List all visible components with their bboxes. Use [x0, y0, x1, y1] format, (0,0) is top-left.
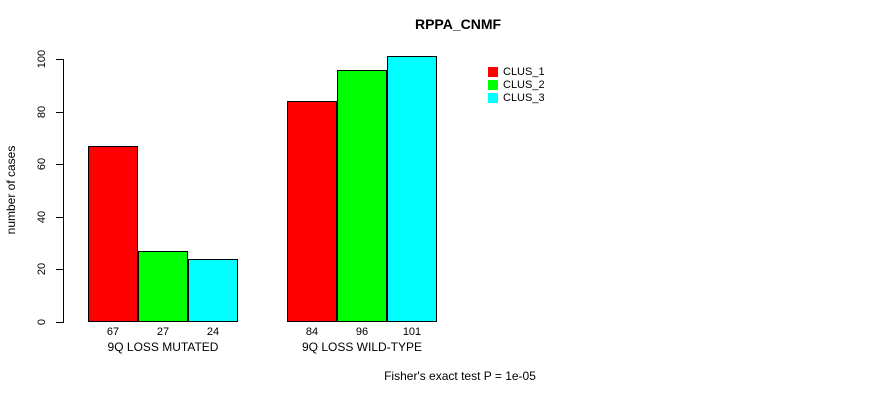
y-axis-line	[63, 59, 64, 323]
bar-value-label: 67	[106, 326, 120, 338]
x-category-label: 9Q LOSS MUTATED	[107, 340, 219, 354]
legend-swatch-clus_3	[488, 93, 498, 103]
y-tick-label: 0	[36, 318, 48, 326]
y-tick-mark	[56, 322, 63, 323]
bar-value-label: 84	[305, 326, 319, 338]
stat-annotation: Fisher's exact test P = 1e-05	[384, 369, 536, 383]
bar-value-label: 96	[355, 326, 369, 338]
y-tick-label: 40	[36, 210, 48, 223]
y-tick-mark	[56, 216, 63, 218]
chart-title: RPPA_CNMF	[414, 16, 502, 32]
y-tick-label: 20	[36, 263, 48, 276]
y-tick-label: 80	[36, 105, 48, 118]
y-tick-label: 60	[36, 158, 48, 171]
bar-clus_2-2	[337, 69, 387, 322]
bar-clus_3-1	[188, 258, 238, 322]
y-tick-mark	[56, 164, 63, 166]
y-tick-mark	[56, 59, 63, 60]
legend-swatch-clus_1	[488, 67, 498, 77]
bar-clus_1-1	[88, 145, 138, 322]
x-category-label: 9Q LOSS WILD-TYPE	[301, 340, 423, 354]
y-tick-label: 100	[36, 49, 48, 69]
legend-label-clus_2: CLUS_2	[503, 79, 545, 91]
y-tick-mark	[56, 111, 63, 113]
y-axis-label: number of cases	[4, 145, 18, 235]
bar-value-label: 101	[402, 326, 422, 338]
legend-label-clus_3: CLUS_3	[503, 92, 545, 104]
bar-value-label: 27	[156, 326, 170, 338]
bar-value-label: 24	[206, 326, 220, 338]
y-tick-mark	[56, 269, 63, 271]
bar-clus_3-2	[387, 56, 437, 322]
bar-clus_2-1	[138, 250, 188, 322]
legend-swatch-clus_2	[488, 80, 498, 90]
bar-clus_1-2	[287, 101, 337, 322]
legend-label-clus_1: CLUS_1	[503, 66, 545, 78]
